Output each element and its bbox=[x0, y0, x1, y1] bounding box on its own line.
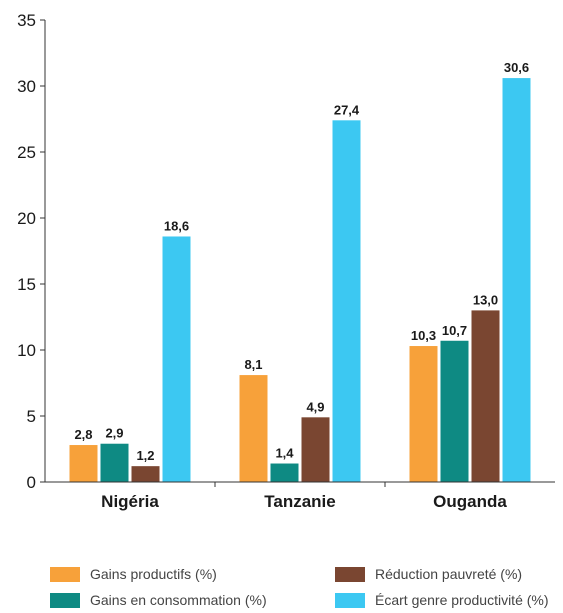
bar bbox=[332, 120, 361, 482]
bar bbox=[471, 310, 500, 482]
legend-swatch bbox=[335, 566, 365, 582]
y-tick-label: 35 bbox=[17, 11, 36, 30]
bar bbox=[502, 78, 531, 482]
y-tick-label: 10 bbox=[17, 341, 36, 360]
legend-swatch bbox=[50, 592, 80, 608]
bar bbox=[100, 443, 129, 482]
legend-label: Réduction pauvreté (%) bbox=[375, 566, 523, 582]
x-axis: Nigéria Tanzanie Ouganda bbox=[45, 481, 555, 511]
bar bbox=[239, 375, 268, 482]
y-tick-label: 30 bbox=[17, 77, 36, 96]
legend-swatch bbox=[335, 592, 365, 608]
legend-label: Écart genre productivité (%) bbox=[375, 592, 549, 608]
x-category-label: Nigéria bbox=[101, 492, 159, 511]
y-tick-label: 15 bbox=[17, 275, 36, 294]
y-axis: 0 5 10 15 20 25 30 35 bbox=[17, 11, 46, 492]
data-label: 27,4 bbox=[334, 102, 360, 117]
data-label: 1,4 bbox=[275, 446, 294, 461]
y-tick-label: 0 bbox=[27, 473, 36, 492]
bar bbox=[131, 466, 160, 482]
y-tick-label: 5 bbox=[27, 407, 36, 426]
bar-chart: 0 5 10 15 20 25 30 35 2,8 2,9 1,2 18,6 8,1 1,4 4,9 27,… bbox=[17, 11, 555, 511]
legend-item-reduction-pauvrete: Réduction pauvreté (%) bbox=[335, 566, 522, 582]
legend: Gains productifs (%) Réduction pauvreté … bbox=[0, 556, 563, 613]
bar bbox=[69, 445, 98, 482]
data-label: 10,7 bbox=[442, 323, 467, 338]
data-labels: 2,8 2,9 1,2 18,6 8,1 1,4 4,9 27,4 10,3 10,7 13,0 30… bbox=[74, 60, 529, 463]
data-label: 2,9 bbox=[105, 426, 123, 441]
data-label: 18,6 bbox=[164, 218, 189, 233]
bar bbox=[301, 417, 330, 482]
data-label: 1,2 bbox=[136, 448, 154, 463]
legend-label: Gains en consommation (%) bbox=[90, 592, 267, 608]
y-tick-label: 25 bbox=[17, 143, 36, 162]
x-category-label: Tanzanie bbox=[264, 492, 335, 511]
legend-label: Gains productifs (%) bbox=[90, 566, 217, 582]
legend-item-gains-productifs: Gains productifs (%) bbox=[50, 566, 217, 582]
data-label: 8,1 bbox=[244, 357, 262, 372]
data-label: 30,6 bbox=[504, 60, 529, 75]
data-label: 2,8 bbox=[74, 427, 92, 442]
data-label: 4,9 bbox=[306, 399, 324, 414]
bars bbox=[69, 78, 531, 482]
bar bbox=[409, 346, 438, 482]
legend-swatch bbox=[50, 566, 80, 582]
bar bbox=[440, 340, 469, 482]
data-label: 13,0 bbox=[473, 292, 498, 307]
bar bbox=[162, 236, 191, 482]
legend-item-ecart-genre: Écart genre productivité (%) bbox=[335, 592, 549, 608]
legend-item-gains-consommation: Gains en consommation (%) bbox=[50, 592, 267, 608]
y-tick-label: 20 bbox=[17, 209, 36, 228]
x-category-label: Ouganda bbox=[433, 492, 507, 511]
bar bbox=[270, 463, 299, 482]
data-label: 10,3 bbox=[411, 328, 436, 343]
